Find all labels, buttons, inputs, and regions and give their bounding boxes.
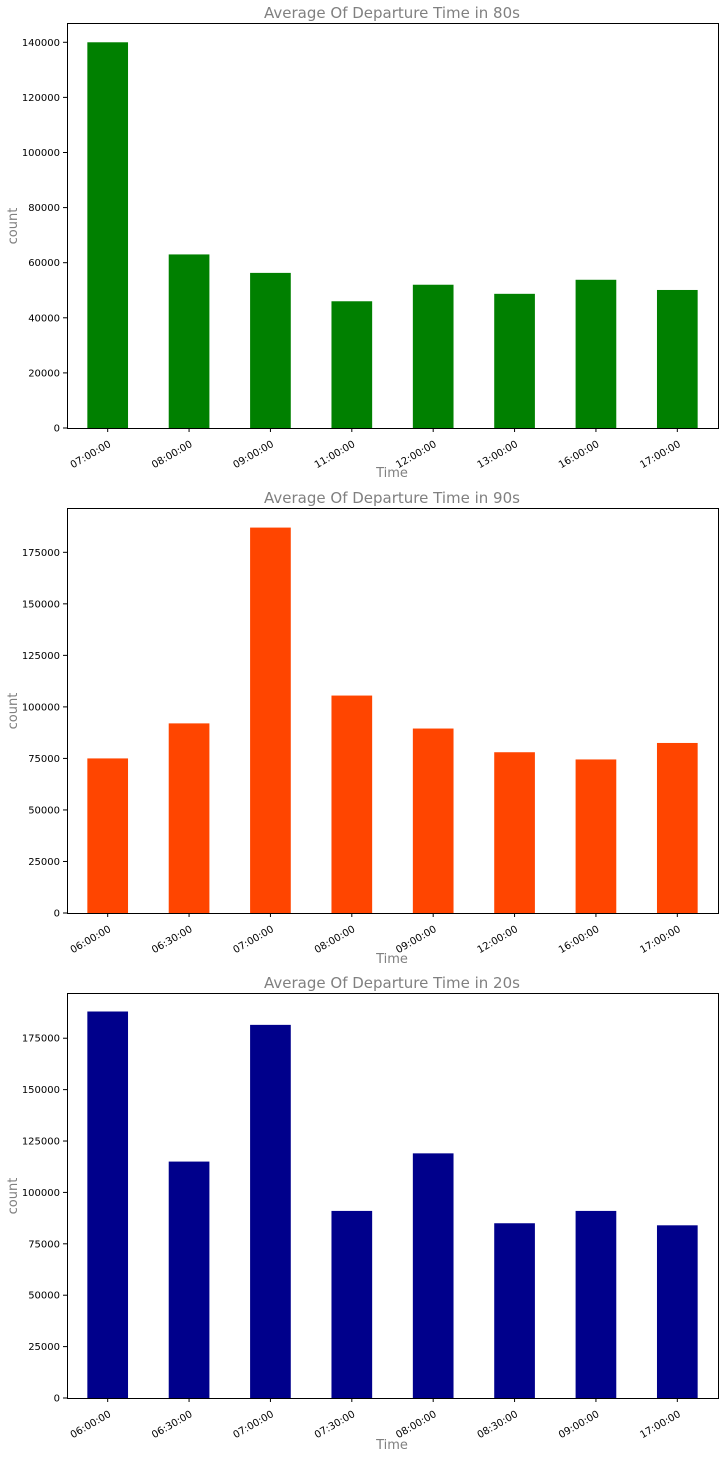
- y-tick-label-90s-1: 25000: [28, 857, 60, 868]
- bar-80s-0: [87, 42, 129, 429]
- x-tick-label-20s-0: 06:00:00: [69, 1409, 113, 1441]
- bar-90s-1: [168, 723, 210, 913]
- x-tick-label-20s-2: 07:00:00: [232, 1409, 276, 1441]
- bar-20s-1: [168, 1161, 210, 1398]
- y-tick-label-80s-7: 140000: [22, 38, 60, 49]
- y-tick-label-80s-3: 60000: [28, 258, 60, 269]
- bars-20s: [87, 1011, 698, 1398]
- x-ticks-20s: 06:00:00 06:30:00 07:00:00 07:30:00 08:00:00…: [69, 1398, 683, 1441]
- bar-90s-7: [656, 742, 698, 913]
- x-axis-label-90s: Time: [375, 952, 408, 967]
- bar-20s-4: [412, 1153, 454, 1398]
- x-ticks-90s: 06:00:00 06:30:00 07:00:00 08:00:00 09:00:00…: [69, 913, 683, 956]
- bar-90s-4: [412, 728, 454, 913]
- bar-90s-6: [575, 759, 617, 913]
- bar-80s-4: [412, 284, 454, 428]
- y-tick-label-90s-2: 50000: [28, 805, 60, 816]
- bar-80s-5: [494, 293, 535, 428]
- y-tick-label-20s-7: 175000: [22, 1034, 60, 1045]
- bar-20s-2: [250, 1024, 291, 1398]
- bar-20s-7: [656, 1225, 698, 1398]
- y-axis-label-90s: count: [6, 693, 21, 730]
- bar-80s-7: [656, 289, 698, 428]
- chart-title-20s: Average Of Departure Time in 20s: [264, 974, 520, 992]
- bar-80s-2: [250, 272, 291, 428]
- x-tick-label-20s-1: 06:30:00: [150, 1409, 194, 1441]
- y-tick-label-90s-6: 150000: [22, 599, 60, 610]
- bar-20s-5: [494, 1223, 535, 1398]
- y-tick-label-20s-6: 150000: [22, 1085, 60, 1096]
- x-axis-label-80s: Time: [375, 466, 408, 481]
- bar-20s-3: [331, 1210, 373, 1398]
- x-tick-label-90s-0: 06:00:00: [69, 924, 113, 956]
- y-tick-label-20s-5: 125000: [22, 1137, 60, 1148]
- x-tick-label-90s-2: 07:00:00: [232, 924, 276, 956]
- x-tick-label-20s-7: 17:00:00: [638, 1409, 682, 1441]
- y-ticks-90s: 0 25000 50000 75000 100000 125000 150000 175000: [22, 548, 67, 920]
- y-tick-label-20s-0: 0: [54, 1394, 60, 1405]
- x-tick-label-20s-3: 07:30:00: [313, 1409, 357, 1441]
- bar-20s-6: [575, 1210, 617, 1398]
- x-tick-label-90s-7: 17:00:00: [638, 924, 682, 956]
- x-tick-label-90s-6: 16:00:00: [557, 924, 601, 956]
- bar-20s-0: [87, 1011, 129, 1398]
- x-tick-label-90s-5: 12:00:00: [476, 924, 520, 956]
- y-tick-label-90s-5: 125000: [22, 651, 60, 662]
- y-tick-label-80s-2: 40000: [28, 313, 60, 324]
- x-tick-label-90s-4: 09:00:00: [394, 924, 438, 956]
- x-tick-label-80s-0: 07:00:00: [69, 439, 113, 471]
- plot-frame-80s: [67, 23, 719, 429]
- y-tick-label-20s-3: 75000: [28, 1239, 60, 1250]
- chart-panel-20s: Average Of Departure Time in 20s count T…: [6, 974, 719, 1453]
- bar-90s-5: [494, 752, 535, 913]
- x-tick-label-80s-3: 11:00:00: [313, 439, 357, 471]
- y-tick-label-90s-0: 0: [54, 909, 60, 920]
- x-tick-label-20s-5: 08:30:00: [476, 1409, 520, 1441]
- y-tick-label-80s-4: 80000: [28, 203, 60, 214]
- bars-80s: [87, 42, 698, 429]
- x-tick-label-20s-4: 08:00:00: [394, 1409, 438, 1441]
- bar-80s-6: [575, 279, 617, 428]
- chart-title-80s: Average Of Departure Time in 80s: [264, 4, 520, 22]
- chart-panel-90s: Average Of Departure Time in 90s count T…: [6, 489, 719, 967]
- y-tick-label-20s-1: 25000: [28, 1342, 60, 1353]
- y-tick-label-80s-0: 0: [54, 424, 60, 435]
- x-ticks-80s: 07:00:00 08:00:00 09:00:00 11:00:00 12:00:00…: [69, 428, 683, 471]
- y-ticks-80s: 0 20000 40000 60000 80000 100000 120000 140000: [22, 38, 67, 435]
- bar-80s-1: [168, 254, 210, 428]
- bar-90s-3: [331, 695, 373, 913]
- y-axis-label-20s: count: [6, 1178, 21, 1215]
- y-ticks-20s: 0 25000 50000 75000 100000 125000 150000 175000: [22, 1034, 67, 1405]
- x-tick-label-80s-7: 17:00:00: [638, 439, 682, 471]
- bar-90s-2: [250, 527, 291, 913]
- y-tick-label-90s-4: 100000: [22, 702, 60, 713]
- y-tick-label-20s-4: 100000: [22, 1188, 60, 1199]
- bar-90s-0: [87, 758, 129, 913]
- x-tick-label-90s-3: 08:00:00: [313, 924, 357, 956]
- chart-title-90s: Average Of Departure Time in 90s: [264, 489, 520, 507]
- y-tick-label-80s-5: 100000: [22, 148, 60, 159]
- y-tick-label-80s-6: 120000: [22, 93, 60, 104]
- x-tick-label-80s-4: 12:00:00: [394, 439, 438, 471]
- x-tick-label-90s-1: 06:30:00: [150, 924, 194, 956]
- y-tick-label-90s-7: 175000: [22, 548, 60, 559]
- plot-frame-20s: [67, 993, 719, 1399]
- x-tick-label-80s-6: 16:00:00: [557, 439, 601, 471]
- y-tick-label-80s-1: 20000: [28, 368, 60, 379]
- chart-panel-80s: Average Of Departure Time in 80s count T…: [6, 4, 719, 481]
- y-axis-label-80s: count: [6, 208, 21, 245]
- bar-80s-3: [331, 301, 373, 428]
- x-tick-label-20s-6: 09:00:00: [557, 1409, 601, 1441]
- y-tick-label-20s-2: 50000: [28, 1291, 60, 1302]
- y-tick-label-90s-3: 75000: [28, 754, 60, 765]
- x-tick-label-80s-2: 09:00:00: [232, 439, 276, 471]
- x-axis-label-20s: Time: [375, 1438, 408, 1453]
- x-tick-label-80s-5: 13:00:00: [476, 439, 520, 471]
- x-tick-label-80s-1: 08:00:00: [150, 439, 194, 471]
- plot-frame-90s: [67, 508, 719, 914]
- bars-90s: [87, 527, 698, 913]
